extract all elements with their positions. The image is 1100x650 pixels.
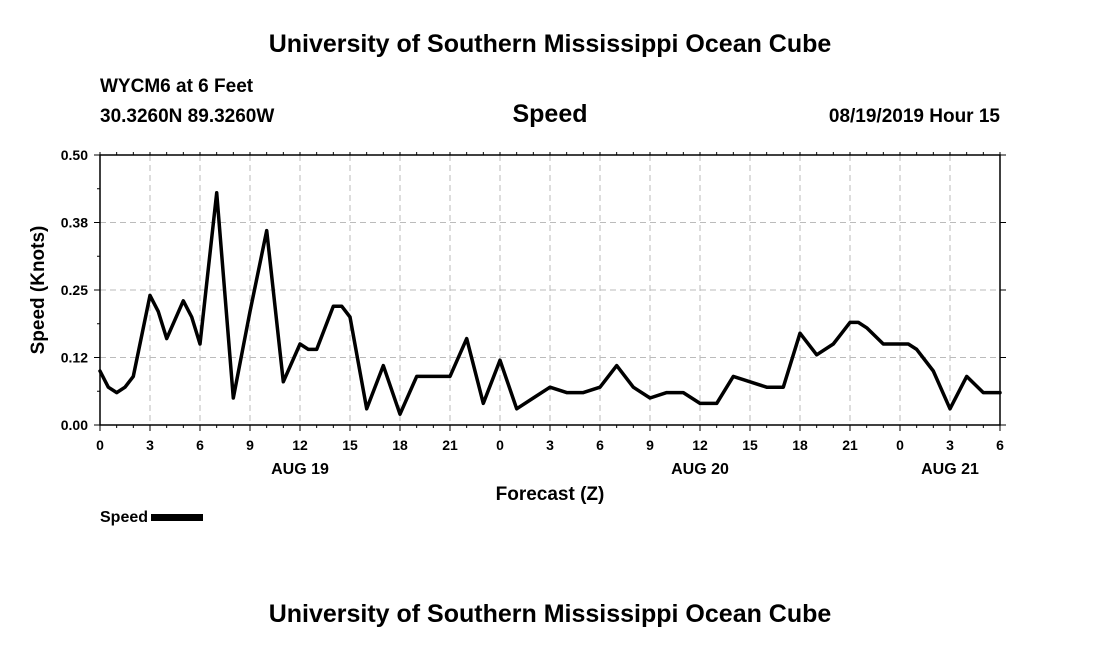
title-top: University of Southern Mississippi Ocean…: [268, 30, 832, 58]
x-tick-label: 21: [842, 437, 858, 453]
day-label: AUG 21: [921, 461, 979, 478]
legend-swatch: [151, 514, 204, 522]
y-axis-label: Speed (Knots): [28, 226, 49, 355]
x-tick-label: 0: [96, 437, 104, 453]
x-tick-label: 15: [342, 437, 358, 453]
datetime-label: 08/19/2019 Hour 15: [828, 106, 1000, 127]
x-tick-label: 18: [792, 437, 808, 453]
x-tick-label: 3: [146, 437, 154, 453]
y-tick-label: 0.50: [61, 147, 88, 163]
x-tick-label: 21: [442, 437, 458, 453]
y-tick-label: 0.38: [61, 215, 88, 231]
x-tick-label: 9: [646, 437, 654, 453]
variable-title: Speed: [512, 100, 588, 128]
station-label: WYCM6 at 6 Feet: [100, 76, 254, 97]
x-tick-label: 0: [496, 437, 504, 453]
y-tick-label: 0.00: [61, 417, 88, 433]
x-tick-label: 9: [246, 437, 254, 453]
legend: Speed: [100, 509, 204, 527]
title-bottom: University of Southern Mississippi Ocean…: [268, 600, 832, 628]
day-label: AUG 19: [271, 461, 329, 478]
x-tick-label: 15: [742, 437, 758, 453]
x-tick-label: 6: [996, 437, 1004, 453]
coordinates-label: 30.3260N 89.3260W: [100, 106, 275, 127]
x-tick-label: 12: [292, 437, 308, 453]
x-tick-label: 6: [596, 437, 604, 453]
x-tick-label: 18: [392, 437, 408, 453]
x-tick-label: 3: [946, 437, 954, 453]
y-tick-label: 0.25: [61, 282, 88, 298]
x-tick-label: 6: [196, 437, 204, 453]
day-label: AUG 20: [671, 461, 729, 478]
legend-label: Speed: [100, 509, 149, 526]
y-tick-label: 0.12: [61, 350, 88, 366]
speed-series-line: [98, 191, 1002, 416]
x-tick-label: 3: [546, 437, 554, 453]
plot-frame: [99, 154, 1001, 426]
x-tick-label: 12: [692, 437, 708, 453]
x-axis-label: Forecast (Z): [496, 484, 605, 505]
x-tick-label: 0: [896, 437, 904, 453]
